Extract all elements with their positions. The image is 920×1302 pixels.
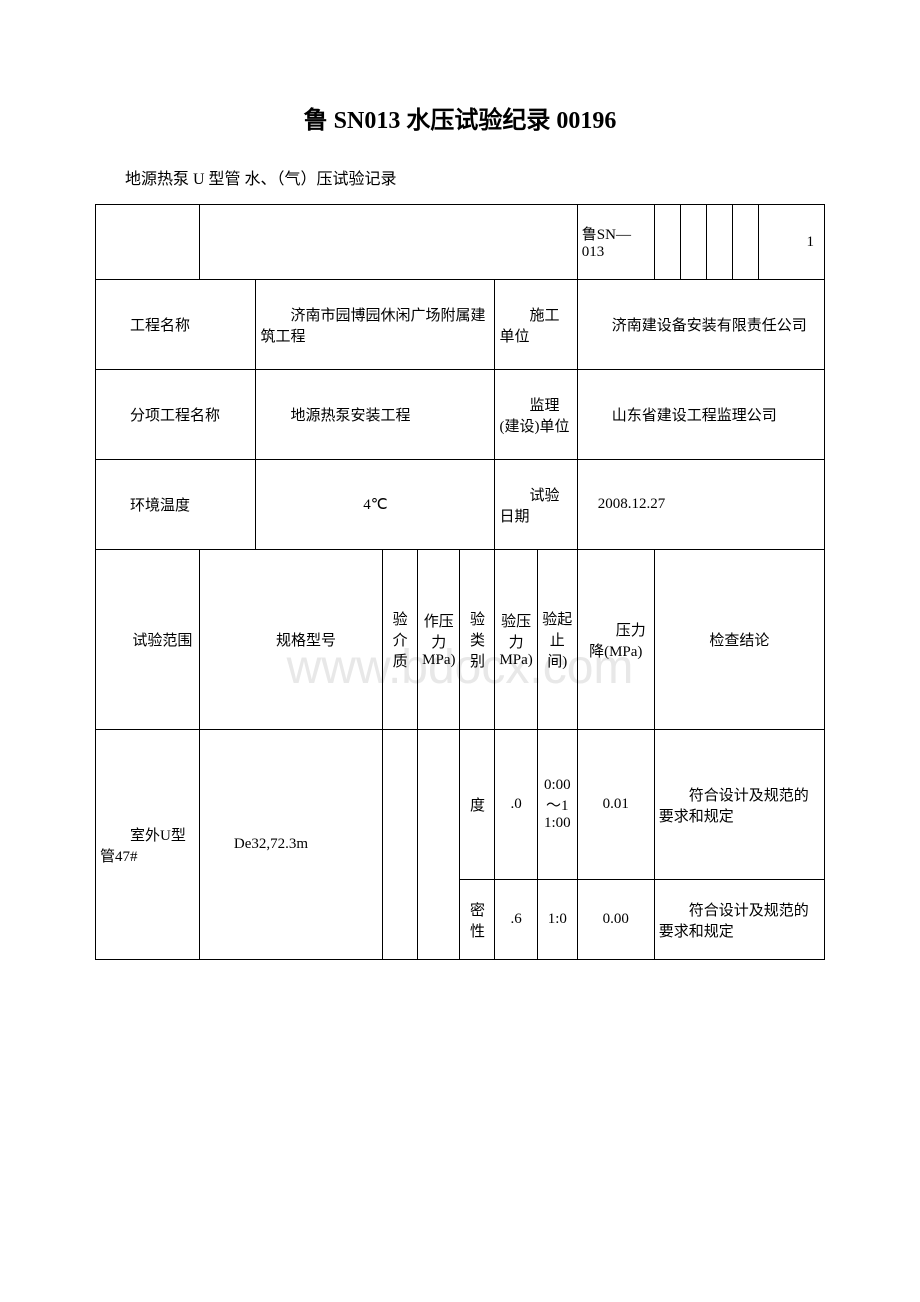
data-row-1: 室外U型管47# De32,72.3m 度 .0 0:00～11:00 0.01… [96,730,825,880]
project-name-label: 工程名称 [96,280,256,370]
time-cell-2: 1:0 [537,880,577,960]
column-header-row: 试验范围 规格型号 验介质 作压力MPa) 验类别 验压力MPa) 验起止间) … [96,550,825,730]
main-table: 鲁SN—013 1 工程名称 济南市园博园休闲广场附属建筑工程 施工单位 济南建… [95,204,825,960]
test-p-cell: .0 [495,730,537,880]
empty-cell [733,205,759,280]
empty-cell [654,205,680,280]
col-test-medium: 验介质 [383,550,418,730]
form-code-row: 鲁SN—013 1 [96,205,825,280]
empty-cell [680,205,706,280]
scope-cell: 室外U型管47# [96,730,200,960]
conclusion-cell-2: 符合设计及规范的要求和规定 [654,880,824,960]
col-test-type: 验类别 [460,550,495,730]
construction-unit-label: 施工单位 [495,280,577,370]
env-temp-label: 环境温度 [96,460,256,550]
col-working-pressure: 作压力MPa) [418,550,460,730]
col-spec-model: 规格型号 [199,550,382,730]
empty-cell [199,205,577,280]
construction-unit-value: 济南建设备安装有限责任公司 [577,280,824,370]
page-number-cell: 1 [759,205,825,280]
supervisor-label: 监理(建设)单位 [495,370,577,460]
spec-cell: De32,72.3m [199,730,382,960]
subproject-row: 分项工程名称 地源热泵安装工程 监理(建设)单位 山东省建设工程监理公司 [96,370,825,460]
medium-cell [383,730,418,960]
col-start-end-time: 验起止间) [537,550,577,730]
supervisor-value: 山东省建设工程监理公司 [577,370,824,460]
subproject-label: 分项工程名称 [96,370,256,460]
page-subtitle: 地源热泵 U 型管 水、（气）压试验记录 [95,165,825,189]
drop-cell-2: 0.00 [577,880,654,960]
subproject-value: 地源热泵安装工程 [256,370,495,460]
env-row: 环境温度 4℃ 试验日期 2008.12.27 [96,460,825,550]
project-row: 工程名称 济南市园博园休闲广场附属建筑工程 施工单位 济南建设备安装有限责任公司 [96,280,825,370]
test-date-label: 试验日期 [495,460,577,550]
type-cell: 度 [460,730,495,880]
conclusion-cell: 符合设计及规范的要求和规定 [654,730,824,880]
page-title: 鲁 SN013 水压试验纪录 00196 [95,100,825,135]
test-p-cell-2: .6 [495,880,537,960]
working-p-cell [418,730,460,960]
empty-cell [96,205,200,280]
env-temp-value: 4℃ [256,460,495,550]
type-cell-2: 密性 [460,880,495,960]
drop-cell: 0.01 [577,730,654,880]
col-pressure-drop: 压力降(MPa) [577,550,654,730]
form-code-cell: 鲁SN—013 [577,205,654,280]
col-conclusion: 检查结论 [654,550,824,730]
test-date-value: 2008.12.27 [577,460,824,550]
col-test-pressure: 验压力MPa) [495,550,537,730]
col-test-scope: 试验范围 [96,550,200,730]
empty-cell [707,205,733,280]
project-name-value: 济南市园博园休闲广场附属建筑工程 [256,280,495,370]
time-cell: 0:00～11:00 [537,730,577,880]
